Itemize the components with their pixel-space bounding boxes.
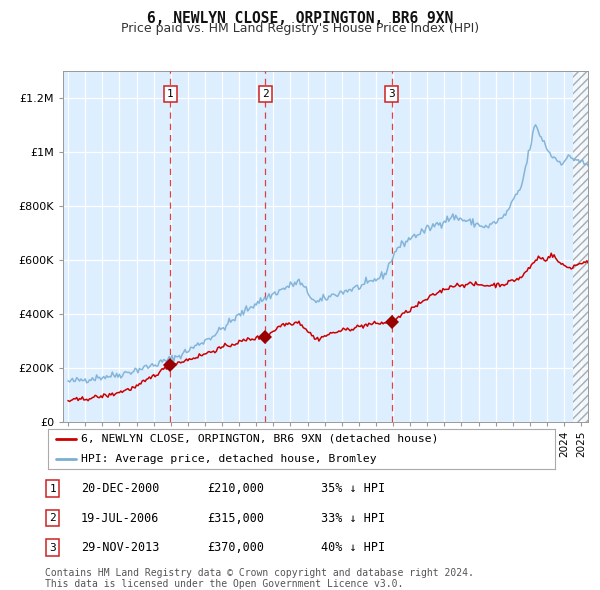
Bar (572, 71, 600, 422)
Text: 20-DEC-2000: 20-DEC-2000 (81, 482, 160, 495)
Text: Contains HM Land Registry data © Crown copyright and database right 2024.
This d: Contains HM Land Registry data © Crown c… (45, 568, 474, 589)
Bar (572, 71, 600, 422)
Text: 2: 2 (49, 513, 56, 523)
Text: 6, NEWLYN CLOSE, ORPINGTON, BR6 9XN: 6, NEWLYN CLOSE, ORPINGTON, BR6 9XN (147, 11, 453, 25)
Text: HPI: Average price, detached house, Bromley: HPI: Average price, detached house, Brom… (81, 454, 377, 464)
Text: £210,000: £210,000 (207, 482, 264, 495)
Text: 29-NOV-2013: 29-NOV-2013 (81, 541, 160, 554)
Text: 35% ↓ HPI: 35% ↓ HPI (321, 482, 385, 495)
Text: £370,000: £370,000 (207, 541, 264, 554)
Text: 6, NEWLYN CLOSE, ORPINGTON, BR6 9XN (detached house): 6, NEWLYN CLOSE, ORPINGTON, BR6 9XN (det… (81, 434, 439, 444)
Text: 40% ↓ HPI: 40% ↓ HPI (321, 541, 385, 554)
Text: £315,000: £315,000 (207, 512, 264, 525)
Text: 3: 3 (388, 88, 395, 99)
Text: 1: 1 (167, 88, 173, 99)
Text: Price paid vs. HM Land Registry's House Price Index (HPI): Price paid vs. HM Land Registry's House … (121, 22, 479, 35)
Text: 33% ↓ HPI: 33% ↓ HPI (321, 512, 385, 525)
Text: 19-JUL-2006: 19-JUL-2006 (81, 512, 160, 525)
Text: 2: 2 (262, 88, 269, 99)
Text: 3: 3 (49, 543, 56, 552)
Text: 1: 1 (49, 484, 56, 493)
